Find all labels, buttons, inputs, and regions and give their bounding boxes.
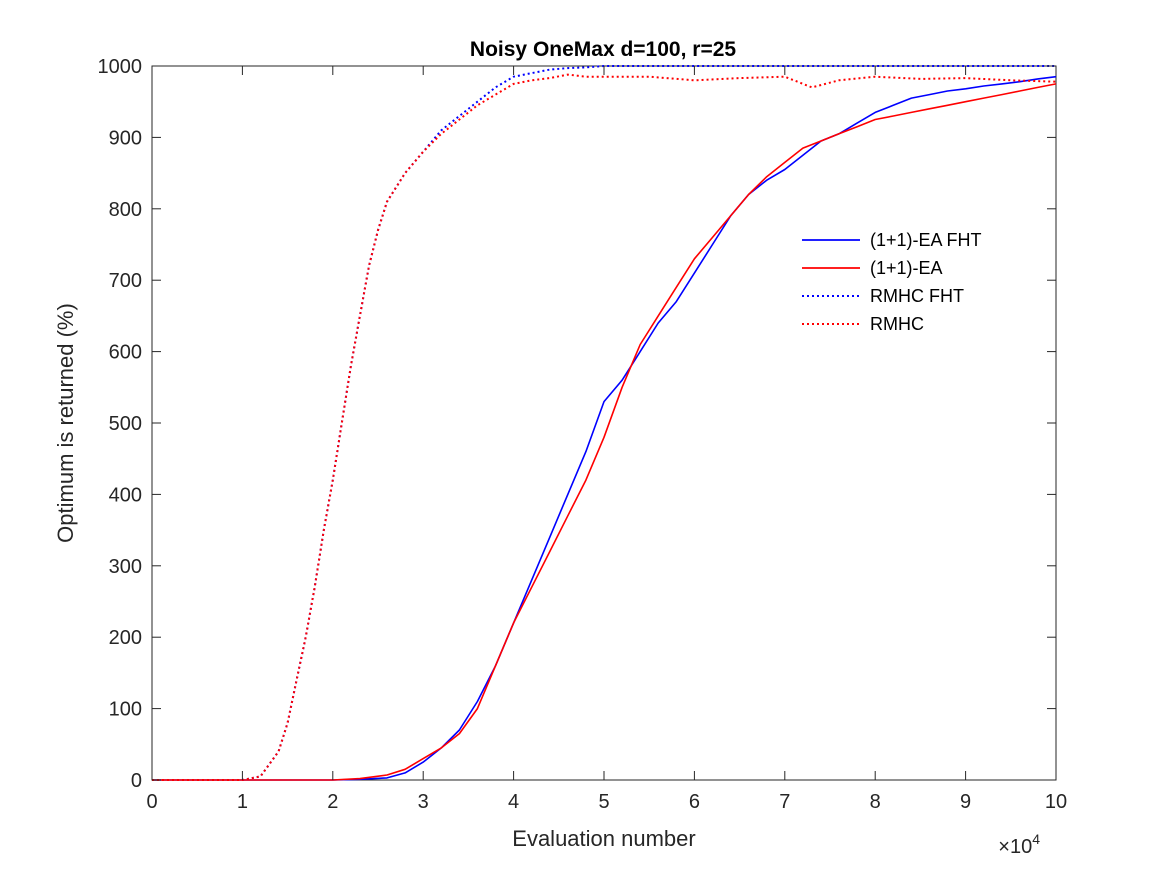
- legend-label-1: (1+1)-EA FHT: [870, 230, 982, 250]
- x-tick-label: 7: [779, 791, 790, 813]
- x-tick-label: 0: [146, 791, 157, 813]
- series-line-1: [152, 75, 1057, 781]
- x-tick-label: 3: [418, 791, 429, 813]
- y-tick-label: 0: [131, 770, 142, 792]
- series-group: [152, 65, 1057, 781]
- chart-title: Noisy OneMax d=100, r=25: [470, 38, 736, 61]
- x-axis-exponent: ×104: [998, 831, 1040, 858]
- x-axis-exponent-base: ×10: [998, 836, 1032, 858]
- x-tick-label: 9: [960, 791, 971, 813]
- series-line-2: [152, 83, 1057, 781]
- x-tick-label: 10: [1045, 791, 1067, 813]
- x-tick-label: 4: [508, 791, 519, 813]
- x-tick-label: 2: [327, 791, 338, 813]
- ticks-group: 0 1 2 3 4 5 6 7 8 9 100100200300400500600700800900…: [98, 56, 1068, 813]
- legend-label-2: (1+1)-EA: [870, 258, 943, 278]
- legend: (1+1)-EA FHT (1+1)-EA RMHC FHT RMHC: [802, 230, 982, 334]
- y-axis-label: Optimum is returned (%): [53, 303, 78, 543]
- y-tick-label: 300: [109, 556, 142, 578]
- y-tick-label: 200: [109, 627, 142, 649]
- x-axis-exponent-power: 4: [1032, 831, 1040, 847]
- y-tick-label: 700: [109, 270, 142, 292]
- x-tick-label: 5: [598, 791, 609, 813]
- legend-label-3: RMHC FHT: [870, 286, 964, 306]
- y-tick-label: 800: [109, 199, 142, 221]
- x-tick-label: 8: [870, 791, 881, 813]
- y-tick-label: 400: [109, 484, 142, 506]
- y-tick-label: 1000: [98, 56, 143, 78]
- legend-label-4: RMHC: [870, 314, 924, 334]
- y-tick-label: 500: [109, 413, 142, 435]
- y-tick-label: 900: [109, 127, 142, 149]
- series-line-3: [152, 65, 1056, 781]
- x-tick-label: 1: [237, 791, 248, 813]
- series-line-4: [152, 73, 1057, 781]
- plot-area: [151, 65, 1057, 781]
- x-axis-label: Evaluation number: [512, 826, 695, 851]
- y-tick-label: 100: [109, 699, 142, 721]
- x-tick-label: 6: [689, 791, 700, 813]
- axes-box: [151, 65, 1057, 781]
- y-tick-label: 600: [109, 342, 142, 364]
